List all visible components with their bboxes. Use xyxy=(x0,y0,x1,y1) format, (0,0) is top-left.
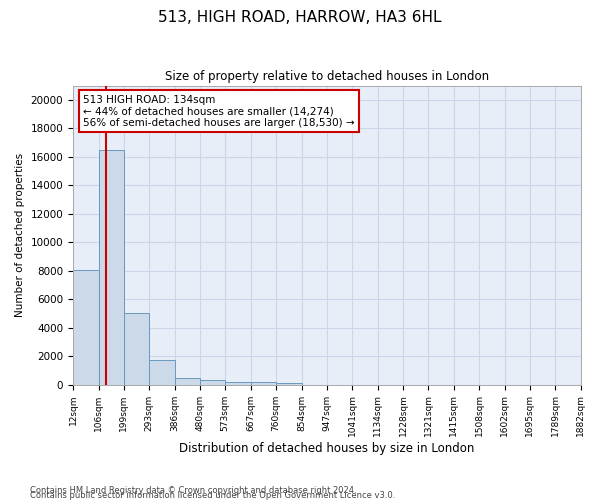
X-axis label: Distribution of detached houses by size in London: Distribution of detached houses by size … xyxy=(179,442,475,455)
Bar xyxy=(73,270,98,384)
Bar xyxy=(149,360,175,384)
Bar xyxy=(175,378,200,384)
Bar xyxy=(200,380,225,384)
Text: 513, HIGH ROAD, HARROW, HA3 6HL: 513, HIGH ROAD, HARROW, HA3 6HL xyxy=(158,10,442,25)
Text: Contains public sector information licensed under the Open Government Licence v3: Contains public sector information licen… xyxy=(30,491,395,500)
Bar xyxy=(225,382,251,384)
Text: Contains HM Land Registry data © Crown copyright and database right 2024.: Contains HM Land Registry data © Crown c… xyxy=(30,486,356,495)
Y-axis label: Number of detached properties: Number of detached properties xyxy=(15,153,25,317)
Title: Size of property relative to detached houses in London: Size of property relative to detached ho… xyxy=(165,70,489,83)
Bar xyxy=(98,150,124,384)
Text: 513 HIGH ROAD: 134sqm
← 44% of detached houses are smaller (14,274)
56% of semi-: 513 HIGH ROAD: 134sqm ← 44% of detached … xyxy=(83,94,355,128)
Bar xyxy=(124,314,149,384)
Bar xyxy=(251,382,276,384)
